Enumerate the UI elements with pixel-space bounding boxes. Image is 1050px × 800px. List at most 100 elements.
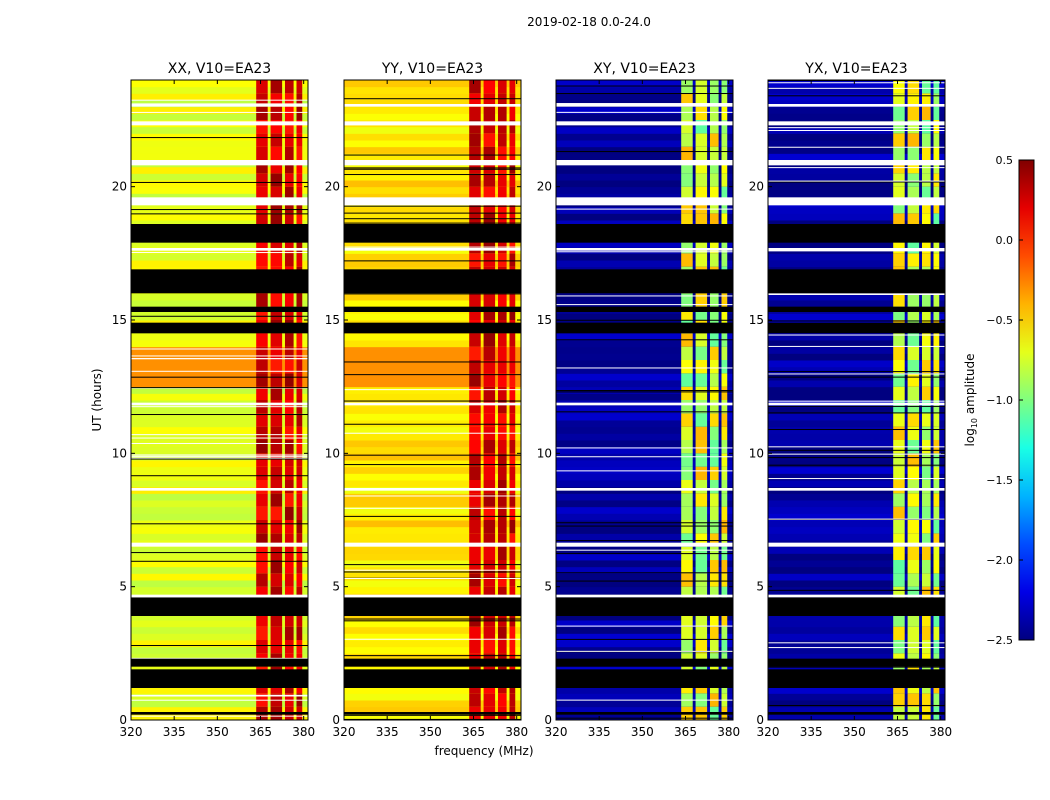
heat-row bbox=[131, 113, 308, 121]
flag-line bbox=[131, 103, 308, 105]
rfi-cell bbox=[296, 80, 303, 94]
flag-band-black bbox=[556, 597, 733, 616]
flag-line bbox=[556, 572, 733, 574]
panel-2: XY, V10=EA23 320 335 350 365 380 0 5 10 15 20 bbox=[537, 61, 740, 739]
rfi-cell bbox=[284, 640, 294, 654]
rfi-cell bbox=[256, 613, 268, 627]
rfi-cell bbox=[483, 213, 496, 227]
rfi-cell bbox=[933, 360, 940, 374]
rfi-cell bbox=[921, 373, 931, 387]
rfi-cell bbox=[270, 160, 283, 174]
heat-row bbox=[344, 80, 521, 88]
rfi-cell bbox=[709, 453, 719, 467]
rfi-cell bbox=[893, 373, 905, 387]
rfi-cell bbox=[709, 520, 719, 534]
flag-band-black bbox=[131, 224, 308, 243]
heat-row bbox=[131, 206, 308, 214]
heat-row bbox=[344, 586, 521, 594]
heat-row bbox=[768, 700, 945, 708]
rfi-cell bbox=[497, 93, 507, 107]
rfi-cell bbox=[509, 400, 516, 414]
flag-line bbox=[344, 515, 521, 517]
flag-line bbox=[556, 470, 733, 472]
y-tick-label: 10 bbox=[537, 446, 552, 460]
heat-row bbox=[556, 373, 733, 381]
panel-title: XY, V10=EA23 bbox=[593, 61, 695, 77]
heat-row bbox=[768, 300, 945, 308]
rfi-cell bbox=[296, 586, 303, 600]
rfi-cell bbox=[483, 360, 496, 374]
rfi-cell bbox=[469, 506, 481, 520]
heat-row bbox=[344, 366, 521, 374]
flag-line bbox=[131, 111, 308, 113]
rfi-cell bbox=[497, 626, 507, 640]
flag-line bbox=[131, 475, 308, 477]
heat-row bbox=[556, 293, 733, 301]
flag-line bbox=[768, 250, 945, 252]
heat-row bbox=[768, 420, 945, 428]
rfi-cell bbox=[907, 586, 920, 600]
rfi-cell bbox=[681, 360, 693, 374]
x-tick-label: 335 bbox=[376, 725, 399, 739]
rfi-cell bbox=[681, 213, 693, 227]
flag-band-white bbox=[344, 542, 521, 547]
rfi-cell bbox=[284, 480, 294, 494]
rfi-cell bbox=[907, 373, 920, 387]
rfi-cell bbox=[933, 173, 940, 187]
rfi-cell bbox=[256, 640, 268, 654]
flag-line bbox=[344, 218, 521, 220]
rfi-cell bbox=[921, 160, 931, 174]
x-tick-label: 380 bbox=[292, 725, 315, 739]
heat-row bbox=[768, 146, 945, 154]
flag-band-white bbox=[131, 402, 308, 406]
flag-line bbox=[344, 361, 521, 363]
flag-band-white bbox=[768, 197, 945, 206]
rfi-cell bbox=[933, 80, 940, 94]
rfi-cell bbox=[893, 120, 905, 134]
heat-row bbox=[556, 213, 733, 221]
rfi-cell bbox=[483, 253, 496, 267]
rfi-cell bbox=[907, 506, 920, 520]
rfi-cell bbox=[497, 146, 507, 160]
panel-0: XX, V10=EA23 320 335 350 365 380 0 5 10 15 20 bbox=[112, 61, 315, 739]
rfi-cell bbox=[469, 80, 481, 94]
rfi-cell bbox=[921, 106, 931, 120]
rfi-cell bbox=[893, 546, 905, 560]
heat-row bbox=[131, 700, 308, 708]
rfi-cell bbox=[681, 640, 693, 654]
heat-row bbox=[556, 613, 733, 621]
rfi-cell bbox=[483, 613, 496, 627]
heat-row bbox=[556, 93, 733, 101]
flag-line bbox=[556, 304, 733, 306]
rfi-cell bbox=[509, 146, 516, 160]
heat-row bbox=[344, 520, 521, 528]
rfi-cell bbox=[270, 493, 283, 507]
rfi-cell bbox=[483, 400, 496, 414]
rfi-cell bbox=[469, 586, 481, 600]
heat-row bbox=[556, 300, 733, 308]
rfi-cell bbox=[907, 640, 920, 654]
flag-line bbox=[768, 376, 945, 378]
rfi-cell bbox=[256, 453, 268, 467]
flag-line bbox=[131, 552, 308, 554]
rfi-cell bbox=[681, 493, 693, 507]
heat-row bbox=[344, 106, 521, 114]
rfi-cell bbox=[256, 360, 268, 374]
rfi-cell bbox=[469, 413, 481, 427]
rfi-cell bbox=[709, 346, 719, 360]
rfi-cell bbox=[695, 186, 708, 200]
heat-row bbox=[556, 513, 733, 521]
rfi-cell bbox=[270, 440, 283, 454]
heat-row bbox=[768, 506, 945, 514]
flag-line bbox=[344, 618, 521, 620]
rfi-cell bbox=[681, 613, 693, 627]
rfi-cell bbox=[509, 573, 516, 587]
rfi-cell bbox=[469, 533, 481, 547]
flag-line bbox=[768, 453, 945, 455]
flag-line bbox=[556, 553, 733, 555]
flag-band-white bbox=[556, 104, 733, 107]
rfi-cell bbox=[284, 160, 294, 174]
rfi-cell bbox=[256, 160, 268, 174]
flag-line bbox=[131, 213, 308, 215]
